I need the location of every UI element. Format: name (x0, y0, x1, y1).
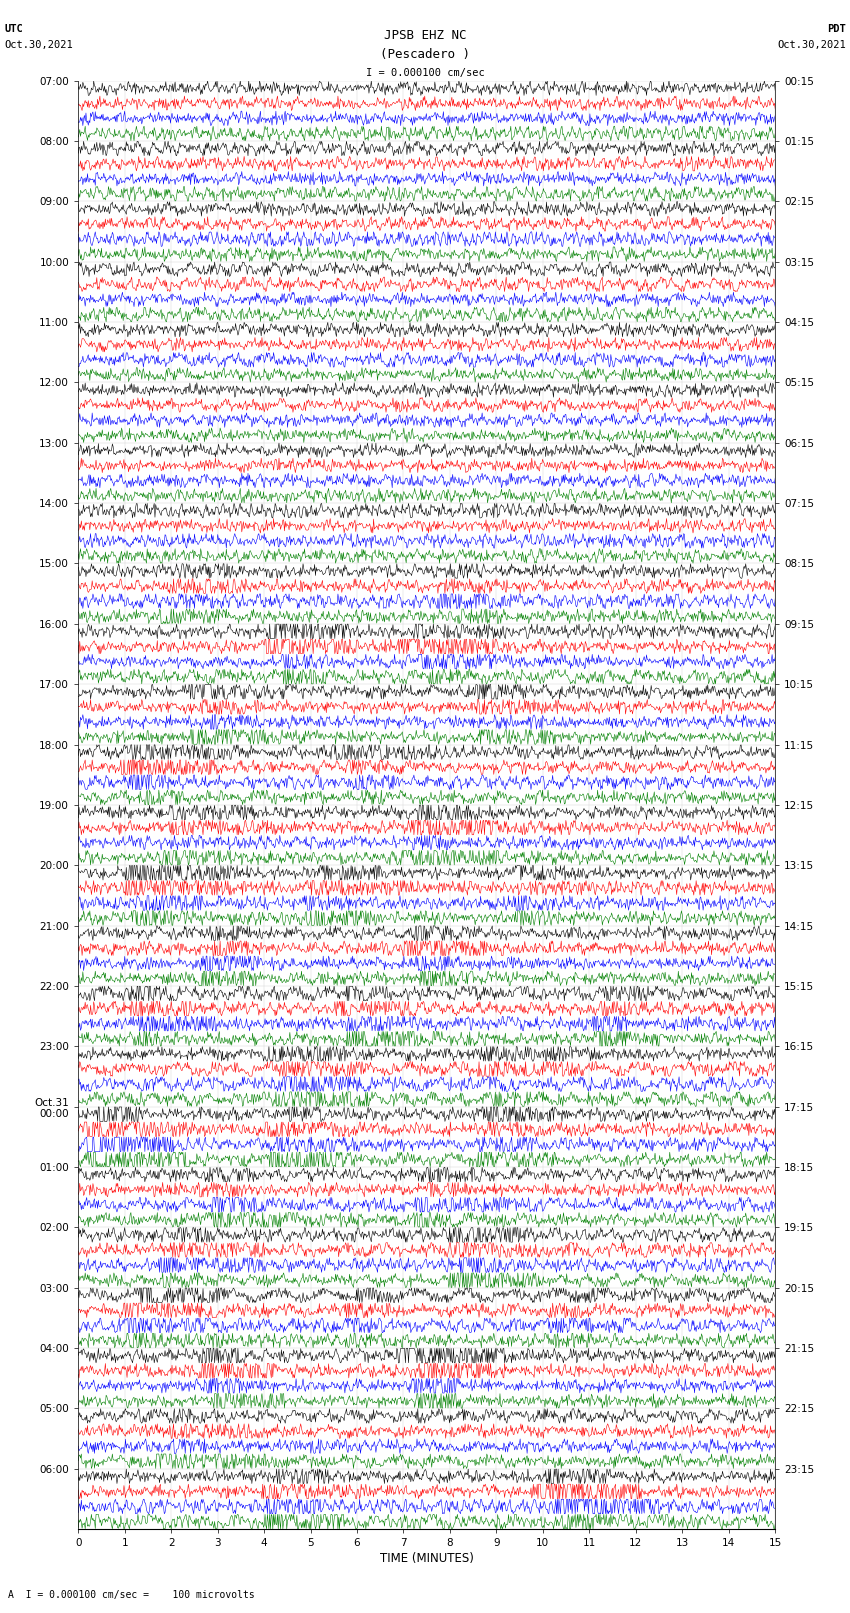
Text: JPSB EHZ NC: JPSB EHZ NC (383, 29, 467, 42)
Text: I = 0.000100 cm/sec: I = 0.000100 cm/sec (366, 68, 484, 77)
Text: Oct.30,2021: Oct.30,2021 (777, 40, 846, 50)
Text: (Pescadero ): (Pescadero ) (380, 48, 470, 61)
Text: PDT: PDT (827, 24, 846, 34)
Text: Oct.30,2021: Oct.30,2021 (4, 40, 73, 50)
Text: A  I = 0.000100 cm/sec =    100 microvolts: A I = 0.000100 cm/sec = 100 microvolts (8, 1590, 255, 1600)
Text: UTC: UTC (4, 24, 23, 34)
X-axis label: TIME (MINUTES): TIME (MINUTES) (380, 1552, 473, 1565)
